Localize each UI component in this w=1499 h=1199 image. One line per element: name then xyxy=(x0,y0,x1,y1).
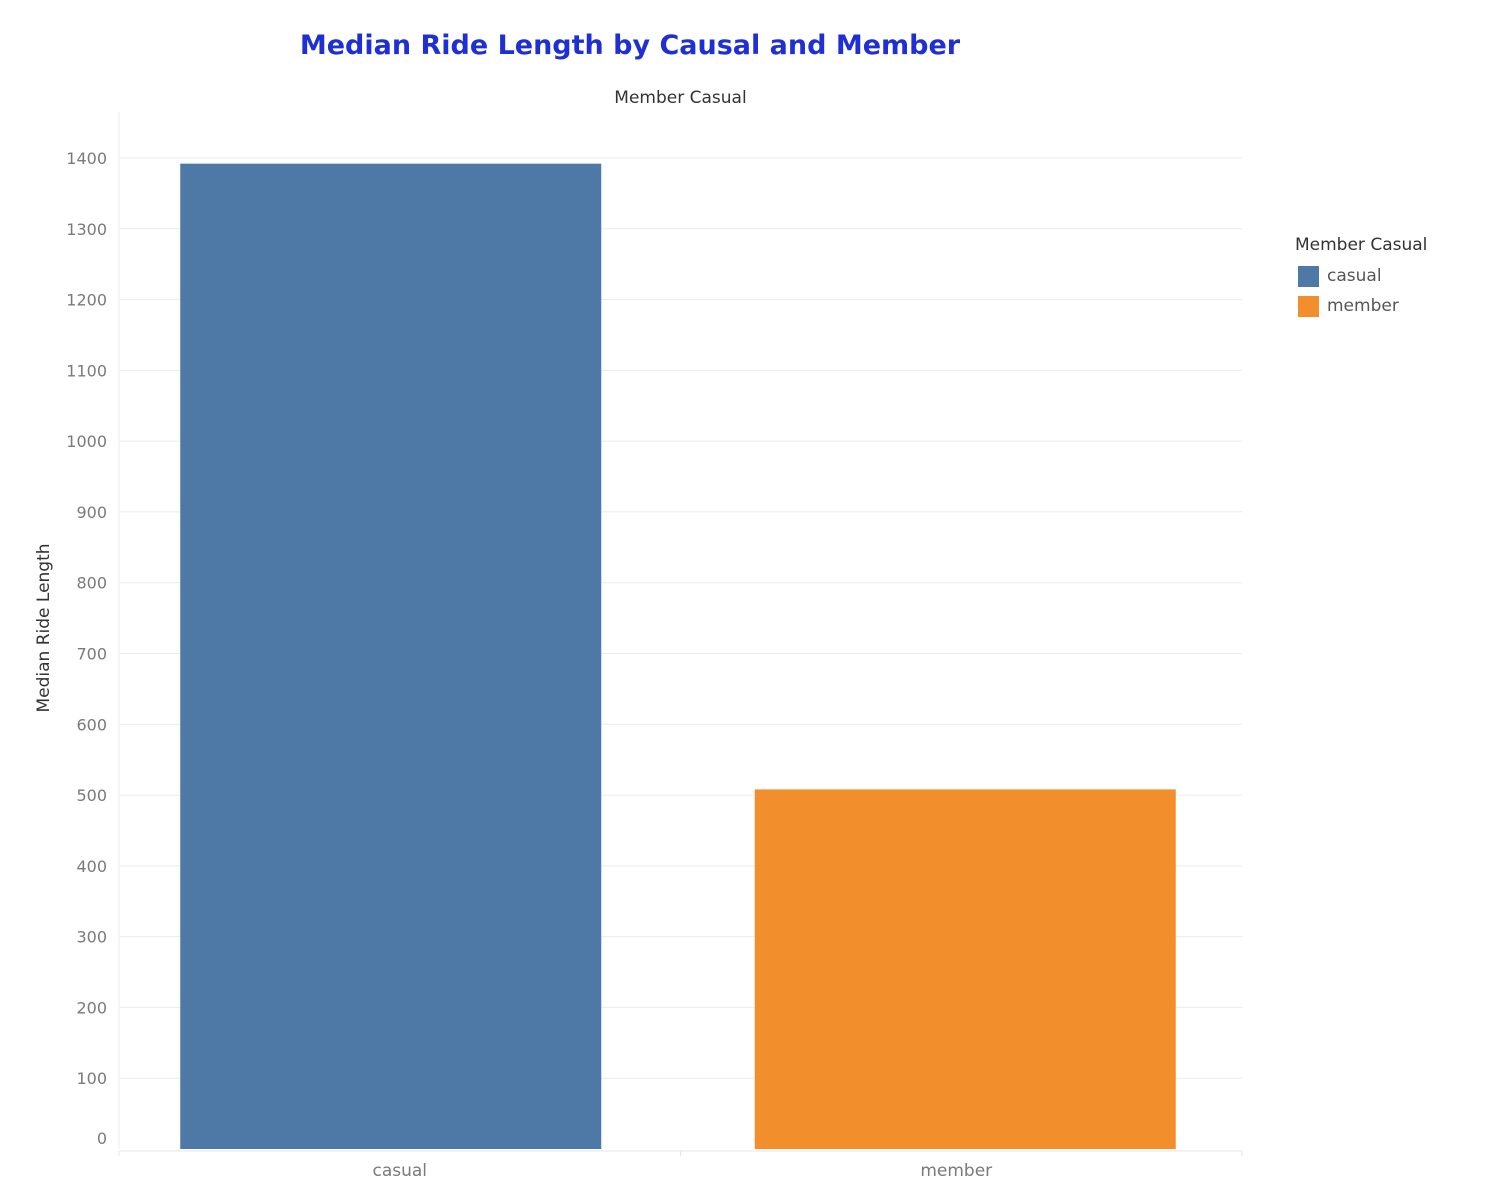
y-tick-label-200: 200 xyxy=(76,998,107,1017)
y-tick-label-700: 700 xyxy=(76,645,107,664)
y-tick-label-1000: 1000 xyxy=(66,432,107,451)
y-tick-label-100: 100 xyxy=(76,1069,107,1088)
bar-member[interactable] xyxy=(754,789,1176,1149)
y-tick-label-1100: 1100 xyxy=(66,361,107,380)
legend-item-casual[interactable]: casual xyxy=(1295,261,1427,291)
y-tick-label-800: 800 xyxy=(76,574,107,593)
legend-label-member: member xyxy=(1327,296,1399,316)
chart-title: Median Ride Length by Causal and Member xyxy=(299,30,961,61)
tick-labels: 0 100 200 300 400 500 600 700 800 900 1000 1100 1200… xyxy=(66,149,992,1181)
y-tick-label-0: 0 xyxy=(97,1129,107,1148)
legend-swatch-casual xyxy=(1298,265,1319,287)
y-tick-label-400: 400 xyxy=(76,857,107,876)
axes xyxy=(118,112,1243,1156)
y-tick-label-900: 900 xyxy=(76,503,107,522)
y-tick-label-1200: 1200 xyxy=(66,291,107,310)
legend-item-member[interactable]: member xyxy=(1295,291,1427,321)
y-tick-label-600: 600 xyxy=(76,715,107,734)
legend-swatch-member xyxy=(1298,295,1319,317)
legend-title: Member Casual xyxy=(1295,235,1428,255)
y-tick-label-1300: 1300 xyxy=(66,220,107,239)
legend-label-casual: casual xyxy=(1327,266,1382,286)
y-tick-label-1400: 1400 xyxy=(66,149,107,168)
column-header-label: Member Casual xyxy=(614,88,747,108)
y-tick-label-500: 500 xyxy=(76,786,107,805)
bars xyxy=(180,163,1176,1150)
legend: Member Casual casual member xyxy=(1295,235,1427,321)
bar-casual[interactable] xyxy=(180,163,602,1150)
y-tick-label-300: 300 xyxy=(76,928,107,947)
x-tick-label-casual: casual xyxy=(372,1161,427,1181)
x-tick-label-member: member xyxy=(920,1161,992,1181)
